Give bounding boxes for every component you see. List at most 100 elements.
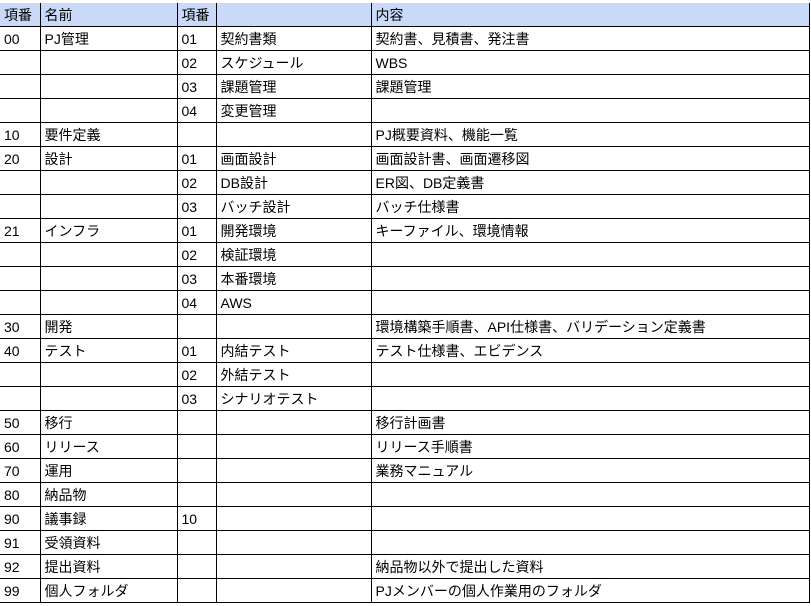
- id-cell[interactable]: [0, 242, 41, 267]
- sub-name-cell[interactable]: [215, 506, 372, 531]
- sub-name-cell[interactable]: 画面設計: [215, 146, 372, 171]
- content-cell[interactable]: [370, 362, 810, 387]
- name-cell[interactable]: テスト: [39, 338, 178, 363]
- sub-name-cell[interactable]: DB設計: [215, 170, 372, 195]
- id-cell[interactable]: [0, 74, 41, 99]
- id-cell[interactable]: [0, 266, 41, 291]
- name-cell[interactable]: [39, 386, 178, 411]
- sub-name-cell[interactable]: 本番環境: [215, 266, 372, 291]
- content-cell[interactable]: PJメンバーの個人作業用のフォルダ: [370, 578, 810, 603]
- header-cell[interactable]: 名前: [39, 3, 178, 27]
- id-cell[interactable]: 80: [0, 482, 41, 507]
- id-cell[interactable]: 70: [0, 458, 41, 483]
- sub-name-cell[interactable]: シナリオテスト: [215, 386, 372, 411]
- content-cell[interactable]: 移行計画書: [370, 410, 810, 435]
- name-cell[interactable]: 設計: [39, 146, 178, 171]
- sub-id-cell[interactable]: [176, 482, 217, 507]
- id-cell[interactable]: [0, 170, 41, 195]
- content-cell[interactable]: キーファイル、環境情報: [370, 218, 810, 243]
- id-cell[interactable]: 92: [0, 554, 41, 579]
- content-cell[interactable]: 業務マニュアル: [370, 458, 810, 483]
- header-cell[interactable]: 内容: [370, 3, 810, 27]
- header-cell[interactable]: 項番: [0, 3, 41, 27]
- sub-name-cell[interactable]: スケジュール: [215, 50, 372, 75]
- id-cell[interactable]: [0, 386, 41, 411]
- sub-id-cell[interactable]: [176, 578, 217, 603]
- sub-name-cell[interactable]: [215, 434, 372, 459]
- content-cell[interactable]: テスト仕様書、エビデンス: [370, 338, 810, 363]
- id-cell[interactable]: 00: [0, 26, 41, 51]
- sub-name-cell[interactable]: 開発環境: [215, 218, 372, 243]
- name-cell[interactable]: 移行: [39, 410, 178, 435]
- content-cell[interactable]: [370, 290, 810, 315]
- id-cell[interactable]: 10: [0, 122, 41, 147]
- name-cell[interactable]: 受領資料: [39, 530, 178, 555]
- name-cell[interactable]: [39, 170, 178, 195]
- sub-id-cell[interactable]: [176, 434, 217, 459]
- name-cell[interactable]: [39, 362, 178, 387]
- sub-name-cell[interactable]: AWS: [215, 290, 372, 315]
- sub-name-cell[interactable]: 検証環境: [215, 242, 372, 267]
- id-cell[interactable]: [0, 194, 41, 219]
- sub-id-cell[interactable]: [176, 554, 217, 579]
- name-cell[interactable]: [39, 194, 178, 219]
- id-cell[interactable]: 21: [0, 218, 41, 243]
- name-cell[interactable]: [39, 290, 178, 315]
- content-cell[interactable]: 契約書、見積書、発注書: [370, 26, 810, 51]
- sub-name-cell[interactable]: [215, 122, 372, 147]
- content-cell[interactable]: 課題管理: [370, 74, 810, 99]
- name-cell[interactable]: [39, 242, 178, 267]
- sub-name-cell[interactable]: [215, 554, 372, 579]
- sub-id-cell[interactable]: 02: [176, 170, 217, 195]
- sub-name-cell[interactable]: [215, 410, 372, 435]
- sub-name-cell[interactable]: [215, 314, 372, 339]
- sub-id-cell[interactable]: 01: [176, 146, 217, 171]
- sub-id-cell[interactable]: 04: [176, 98, 217, 123]
- sub-name-cell[interactable]: [215, 530, 372, 555]
- name-cell[interactable]: インフラ: [39, 218, 178, 243]
- sub-id-cell[interactable]: 02: [176, 242, 217, 267]
- content-cell[interactable]: [370, 506, 810, 531]
- id-cell[interactable]: [0, 290, 41, 315]
- content-cell[interactable]: [370, 530, 810, 555]
- sub-id-cell[interactable]: [176, 530, 217, 555]
- name-cell[interactable]: PJ管理: [39, 26, 178, 51]
- id-cell[interactable]: 50: [0, 410, 41, 435]
- content-cell[interactable]: PJ概要資料、機能一覧: [370, 122, 810, 147]
- sub-id-cell[interactable]: 01: [176, 26, 217, 51]
- sub-name-cell[interactable]: 変更管理: [215, 98, 372, 123]
- name-cell[interactable]: [39, 98, 178, 123]
- content-cell[interactable]: [370, 386, 810, 411]
- sub-id-cell[interactable]: 02: [176, 362, 217, 387]
- content-cell[interactable]: 画面設計書、画面遷移図: [370, 146, 810, 171]
- id-cell[interactable]: 30: [0, 314, 41, 339]
- sub-name-cell[interactable]: バッチ設計: [215, 194, 372, 219]
- content-cell[interactable]: 環境構築手順書、API仕様書、バリデーション定義書: [370, 314, 810, 339]
- sub-name-cell[interactable]: 契約書類: [215, 26, 372, 51]
- name-cell[interactable]: [39, 266, 178, 291]
- sub-name-cell[interactable]: [215, 482, 372, 507]
- content-cell[interactable]: [370, 266, 810, 291]
- sub-id-cell[interactable]: 03: [176, 266, 217, 291]
- content-cell[interactable]: [370, 242, 810, 267]
- sub-id-cell[interactable]: 01: [176, 218, 217, 243]
- content-cell[interactable]: 納品物以外で提出した資料: [370, 554, 810, 579]
- sub-id-cell[interactable]: 02: [176, 50, 217, 75]
- content-cell[interactable]: バッチ仕様書: [370, 194, 810, 219]
- sub-id-cell[interactable]: [176, 122, 217, 147]
- id-cell[interactable]: 60: [0, 434, 41, 459]
- sub-name-cell[interactable]: 外結テスト: [215, 362, 372, 387]
- sub-id-cell[interactable]: 03: [176, 74, 217, 99]
- sub-id-cell[interactable]: 01: [176, 338, 217, 363]
- sub-id-cell[interactable]: [176, 314, 217, 339]
- name-cell[interactable]: [39, 74, 178, 99]
- sub-id-cell[interactable]: 03: [176, 386, 217, 411]
- sub-name-cell[interactable]: [215, 458, 372, 483]
- id-cell[interactable]: 91: [0, 530, 41, 555]
- sub-id-cell[interactable]: 03: [176, 194, 217, 219]
- name-cell[interactable]: リリース: [39, 434, 178, 459]
- sub-id-cell[interactable]: [176, 458, 217, 483]
- id-cell[interactable]: [0, 50, 41, 75]
- header-cell[interactable]: 項番: [176, 3, 217, 27]
- id-cell[interactable]: [0, 362, 41, 387]
